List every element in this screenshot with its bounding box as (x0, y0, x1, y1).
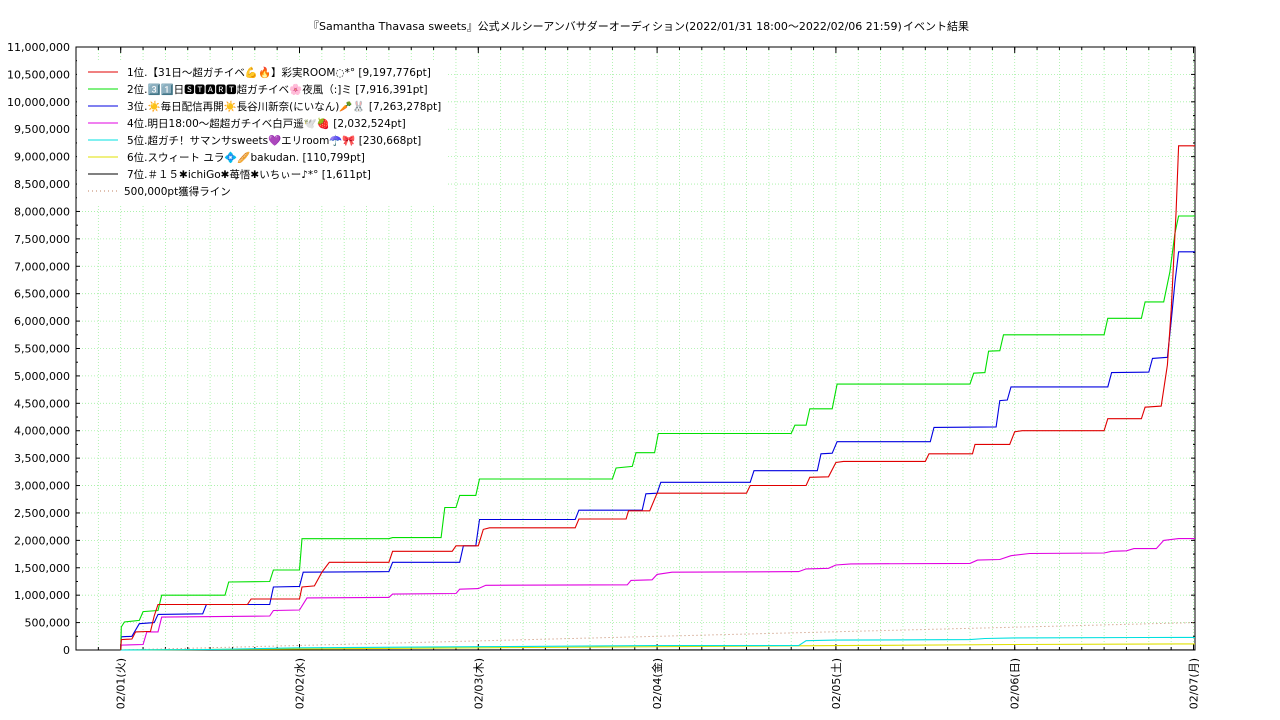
y-tick-label: 8,500,000 (14, 178, 70, 191)
series-line-3 (120, 251, 1195, 651)
y-tick-label: 10,500,000 (7, 68, 70, 81)
y-tick-label: 7,500,000 (14, 233, 70, 246)
y-tick-label: 4,000,000 (14, 425, 70, 438)
series-line-1 (120, 145, 1195, 651)
chart-subtitle: イベント結果 (903, 19, 969, 33)
y-tick-label: 3,500,000 (14, 452, 70, 465)
y-tick-label: 9,500,000 (14, 123, 70, 136)
y-tick-label: 10,000,000 (7, 96, 70, 109)
y-tick-label: 6,500,000 (14, 288, 70, 301)
x-tick-label: 02/04(金) (650, 658, 664, 709)
y-axis: 0 500,000 1,000,000 1,500,000 2,000,000 2,500… (7, 41, 1195, 657)
y-tick-label: 1,000,000 (14, 589, 70, 602)
y-tick-label: 7,000,000 (14, 260, 70, 273)
y-tick-label: 5,000,000 (14, 370, 70, 383)
legend-label-6: 6位.スウィート ユラ💠🥖bakudan. [110,799pt] (127, 151, 365, 164)
x-tick-label: 02/05(土) (830, 658, 843, 709)
chart-title: 『Samantha Thavasa sweets』公式メルシーアンバサダーオーデ… (308, 19, 902, 33)
legend-label-3: 3位.☀️毎日配信再開☀️長谷川新奈(にいなん)🥕🐰 [7,263,278pt] (127, 100, 441, 113)
series-line-6 (120, 643, 1195, 651)
y-tick-label: 0 (63, 644, 70, 657)
y-tick-label: 2,500,000 (14, 507, 70, 520)
y-tick-label: 3,000,000 (14, 480, 70, 493)
x-tick-label: 02/02(水) (294, 658, 307, 709)
legend-label-1: 1位.【31日〜超ガチイベ💪🔥】彩実ROOM◌*° [9,197,776pt] (127, 66, 431, 79)
y-tick-label: 4,500,000 (14, 397, 70, 410)
y-tick-label: 1,500,000 (14, 562, 70, 575)
legend-label-5: 5位.超ガチ！サマンサsweets💜エリroom☂️🎀 [230,668pt] (127, 134, 421, 147)
legend-label-7: 7位.＃１５✱ichiGo✱苺悟✱いちぃー♪*° [1,611pt] (127, 168, 371, 181)
legend-label-2: 2位.3️⃣1️⃣日🆂🆃🅰🆁🆃超ガチイベ🌸夜風（:]ミ [7,916,391pt… (127, 83, 428, 96)
y-tick-label: 5,500,000 (14, 343, 70, 356)
x-tick-label: 02/06(日) (1009, 658, 1022, 709)
y-tick-label: 11,000,000 (7, 41, 70, 54)
legend-label-4: 4位.明日18:00〜超超ガチイベ白戸遥🕊️🍓 [2,032,524pt] (127, 117, 406, 130)
x-tick-label: 02/01(火) (115, 658, 128, 709)
series-line-2 (120, 215, 1195, 651)
y-tick-label: 9,000,000 (14, 151, 70, 164)
y-tick-label: 6,000,000 (14, 315, 70, 328)
legend-background (77, 60, 447, 204)
series-line-5 (120, 636, 1195, 651)
x-tick-label: 02/07(月) (1188, 658, 1201, 709)
y-tick-label: 2,000,000 (14, 534, 70, 547)
y-tick-label: 500,000 (25, 617, 71, 630)
legend-label-reference: 500,000pt獲得ライン (124, 185, 231, 198)
x-tick-label: 02/03(木) (472, 658, 485, 709)
series-line-4 (120, 538, 1195, 651)
y-tick-label: 8,000,000 (14, 205, 70, 218)
legend: 1位.【31日〜超ガチイベ💪🔥】彩実ROOM◌*° [9,197,776pt] 2… (88, 66, 441, 198)
series-layer (120, 145, 1195, 651)
